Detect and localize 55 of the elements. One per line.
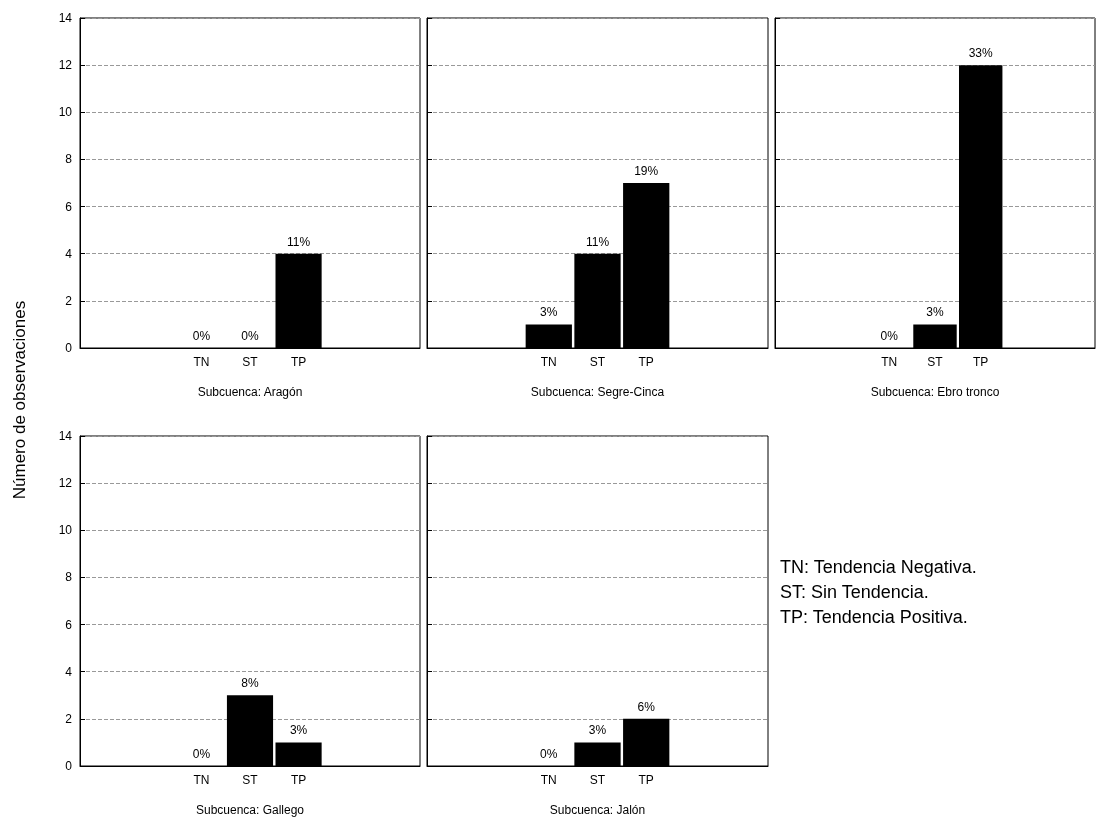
y-tick-label: 12 [58, 58, 73, 73]
x-tick-label: TN [193, 355, 210, 369]
y-tick-label: 2 [65, 711, 73, 726]
text: TN: Tendencia Negativa. [780, 556, 978, 579]
annotation: 0% [540, 747, 558, 761]
x-axis-title: Subcuenca: Ebro tronco [870, 385, 1000, 399]
annotation: 8% [241, 676, 259, 691]
x-tick-label: ST [242, 355, 259, 369]
x-tick-label: TP [290, 773, 307, 787]
x-tick-label: TN [540, 355, 557, 369]
annotation: 3% [289, 723, 308, 738]
x-axis-title: Subcuenca: Aragón [197, 385, 303, 399]
annotation: 0% [880, 329, 899, 343]
annotation: 0% [241, 329, 259, 343]
annotation: 6% [637, 699, 656, 714]
y-tick-label: 2 [65, 293, 73, 308]
y-tick-label: 4 [65, 664, 73, 679]
y-tick-label: 14 [58, 429, 73, 443]
annotation: 33% [968, 46, 994, 61]
x-axis-title: Subcuenca: Segre-Cinca [530, 385, 665, 399]
y-tick-label: 14 [58, 11, 73, 25]
annotation: 19% [634, 164, 659, 178]
y-tick-label: 12 [58, 476, 73, 491]
annotation: 0% [192, 329, 211, 343]
x-tick-label: TN [881, 355, 898, 369]
y-axis-title: Número de observaciones [10, 300, 31, 500]
x-tick-label: TN [540, 773, 557, 787]
x-tick-label: TP [638, 355, 654, 369]
text: TP: Tendencia Positiva. [780, 606, 969, 629]
y-tick-label: 8 [65, 570, 73, 585]
annotation: 3% [926, 305, 944, 320]
x-axis-title: Subcuenca: Gallego [195, 803, 305, 817]
y-tick-label: 0 [65, 341, 73, 355]
x-tick-label: TP [638, 773, 654, 787]
x-tick-label: TP [290, 355, 307, 369]
annotation: 11% [585, 234, 610, 249]
y-tick-label: 0 [65, 759, 73, 773]
y-tick-label: 10 [58, 105, 73, 120]
y-tick-label: 6 [65, 199, 73, 214]
x-tick-label: TP [973, 355, 989, 369]
x-tick-label: ST [242, 773, 259, 787]
x-tick-label: ST [589, 773, 606, 787]
annotation: 3% [588, 723, 607, 738]
annotation: 0% [192, 747, 211, 761]
x-axis-title: Subcuenca: Jalón [549, 803, 646, 817]
y-tick-label: 4 [65, 246, 73, 261]
annotation: 11% [287, 234, 311, 249]
text: ST: Sin Tendencia. [780, 581, 930, 604]
x-tick-label: TN [193, 773, 210, 787]
x-tick-label: ST [927, 355, 944, 369]
y-tick-label: 10 [58, 523, 73, 538]
y-tick-label: 8 [65, 152, 73, 167]
x-tick-label: ST [589, 355, 606, 369]
annotation: 3% [540, 305, 558, 320]
y-tick-label: 6 [65, 617, 73, 632]
